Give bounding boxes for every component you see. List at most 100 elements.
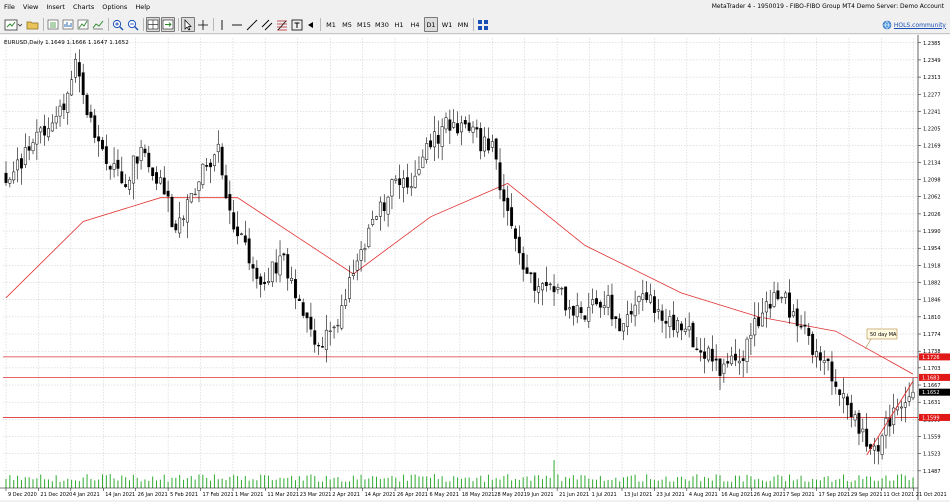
candle-body (880, 435, 884, 455)
candle-body (706, 347, 710, 361)
data-window-button[interactable] (61, 17, 75, 32)
candle-body (749, 334, 753, 339)
chart-window[interactable]: 1.2385 1.2349 1.2313 1.2277 1.2241 1.2205 1.21… (0, 35, 950, 500)
time-tick-label: 17 Sep 2021 (819, 492, 851, 498)
new-chart-button[interactable] (3, 17, 23, 32)
candle-body (842, 393, 845, 399)
time-tick-label: 4 Jan 2021 (73, 492, 100, 498)
price-chart[interactable]: 1.2385 1.2349 1.2313 1.2277 1.2241 1.2205 1.21… (0, 35, 950, 500)
candle-body (714, 358, 718, 361)
candle-body (683, 328, 687, 332)
vertical-line-button[interactable] (216, 17, 228, 32)
symbol-header: EURUSD,Daily 1.1649 1.1666 1.1647 1.1652 (4, 40, 129, 46)
timeframe-d1[interactable]: D1 (424, 17, 438, 32)
candle-body (23, 147, 27, 166)
candle-body (564, 286, 568, 311)
candle-body (131, 155, 135, 184)
time-tick-label: 23 Mar 2021 (300, 492, 332, 498)
candle-body (417, 169, 421, 175)
timeframe-mn[interactable]: MN (457, 20, 469, 29)
time-tick-label: 18 May 2021 (462, 492, 495, 498)
candle-body (776, 290, 780, 300)
zoom-out-button[interactable] (126, 17, 140, 32)
auto-scroll-button[interactable] (161, 17, 175, 32)
timeframe-m30[interactable]: M30 (375, 20, 389, 29)
candle-body (606, 295, 610, 308)
price-tick-label: 1.2313 (923, 75, 941, 81)
candle-body (703, 351, 707, 359)
candle-body (884, 417, 888, 436)
candle-body (475, 127, 479, 130)
candle-body (348, 277, 351, 299)
candle-body (104, 146, 108, 164)
time-tick-label: 11 Oct 2021 (883, 492, 914, 498)
candle-body (583, 315, 587, 320)
navigator-button[interactable] (76, 17, 90, 32)
auto-scroll-icon (162, 19, 174, 30)
menu-bar: File View Insert Charts Options Help Met… (0, 0, 950, 15)
zoom-in-button[interactable] (111, 17, 125, 32)
candle-body (382, 202, 386, 211)
candle-body (722, 363, 726, 374)
candle-body (429, 140, 433, 148)
hols-community-link[interactable]: HOLS.community (882, 20, 946, 30)
candle-body (402, 178, 405, 188)
arrows-button[interactable] (305, 17, 317, 32)
terminal-button[interactable] (91, 17, 105, 32)
time-tick-label: 14 Apr 2021 (365, 492, 396, 498)
text-button[interactable] (290, 17, 304, 32)
candle-body (838, 389, 842, 396)
candle-body (757, 317, 761, 327)
candle-body (861, 428, 865, 433)
time-tick-label: 1 Jul 2021 (592, 492, 617, 498)
candle-body (903, 402, 907, 408)
candle-body (12, 171, 16, 181)
ma-callout-box (866, 328, 898, 340)
candle-body (66, 92, 70, 113)
candle-body (679, 323, 683, 331)
market-watch-button[interactable] (46, 17, 60, 32)
cursor-icon (184, 18, 192, 30)
candle-body (544, 281, 548, 286)
cursor-button[interactable] (181, 17, 195, 32)
menu-view[interactable]: View (22, 3, 39, 11)
fibonacci-button[interactable] (275, 17, 289, 32)
candle-body (74, 58, 77, 78)
timeframe-h1[interactable]: H1 (394, 20, 404, 29)
candle-body (251, 264, 255, 269)
timeframe-m5[interactable]: M5 (342, 20, 352, 29)
timeframe-m1[interactable]: M1 (326, 20, 336, 29)
candle-body (355, 260, 359, 271)
ma-callout-label: 50 day MA (870, 332, 897, 338)
menu-help[interactable]: Help (135, 3, 151, 11)
candle-body (764, 301, 768, 313)
timeframe-h4[interactable]: H4 (410, 20, 420, 29)
timeframe-m15[interactable]: M15 (357, 20, 371, 29)
menu-charts[interactable]: Charts (72, 3, 95, 11)
menu-file[interactable]: File (4, 3, 15, 11)
hols-community-label: HOLS.community (893, 21, 946, 29)
candle-body (185, 199, 189, 223)
candle-body (533, 272, 537, 291)
crosshair-button[interactable] (196, 17, 210, 32)
menu-insert[interactable]: Insert (46, 3, 65, 11)
candle-body (633, 304, 637, 317)
terminal-icon (92, 20, 104, 30)
equidistant-channel-button[interactable] (260, 17, 274, 32)
trendline-button[interactable] (245, 17, 259, 32)
tile-windows-button[interactable] (146, 17, 160, 32)
candle-body (502, 189, 506, 202)
price-tick-label: 1.2205 (923, 127, 941, 133)
menu-list: File View Insert Charts Options Help (4, 3, 150, 11)
navigator-icon (77, 19, 89, 30)
price-tick-label: 1.2169 (923, 144, 941, 150)
menu-options[interactable]: Options (102, 3, 128, 11)
timeframe-w1[interactable]: W1 (441, 20, 453, 29)
candle-body (541, 283, 544, 291)
profiles-button[interactable] (24, 17, 40, 32)
horizontal-line-button[interactable] (230, 17, 244, 32)
candle-body (452, 122, 456, 128)
candle-body (201, 163, 205, 185)
price-tick-label: 1.2026 (923, 212, 941, 218)
grid-view-button[interactable] (476, 17, 490, 32)
